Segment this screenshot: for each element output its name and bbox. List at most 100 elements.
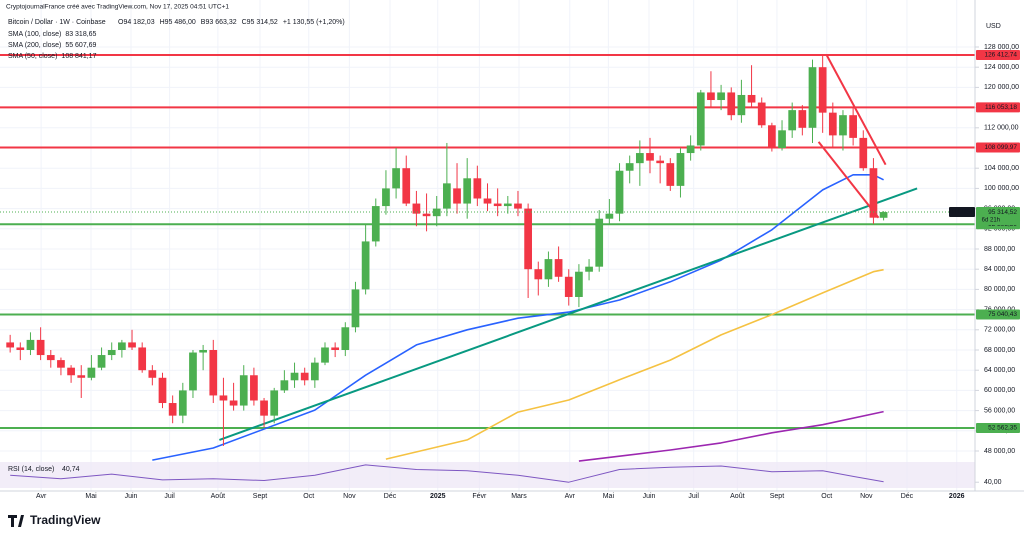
y-tick-label: 64 000,00 <box>984 367 1015 374</box>
candle-body <box>605 213 614 219</box>
candle-body <box>788 110 797 131</box>
y-tick-label: 100 000,00 <box>984 185 1019 192</box>
candle-body <box>341 327 350 350</box>
trend-line <box>817 141 880 219</box>
sma-line <box>385 268 884 460</box>
candle-body <box>575 271 583 297</box>
y-tick-label: 68 000,00 <box>984 347 1015 354</box>
level-tag <box>976 422 1020 433</box>
x-tick-label: Juin <box>643 493 656 500</box>
x-tick-label: Août <box>730 493 744 500</box>
y-tick-label: 56 000,00 <box>984 407 1015 414</box>
level-tag <box>976 142 1020 153</box>
trend-line <box>219 187 918 441</box>
rsi-background <box>0 462 975 488</box>
x-tick-label: 2025 <box>430 493 446 500</box>
level-label: 108 099,97 <box>984 144 1017 151</box>
y-tick-label: 60 000,00 <box>984 387 1015 394</box>
candle-body <box>310 362 319 381</box>
candle-body <box>402 168 411 204</box>
candle-body <box>778 130 786 148</box>
candle-body <box>625 163 634 171</box>
candle-body <box>717 92 725 101</box>
sma-line <box>152 174 884 461</box>
x-tick-label: Sept <box>253 493 267 500</box>
candle-body <box>737 94 746 116</box>
candle-body <box>747 94 756 103</box>
rsi-name: RSI (14, close) <box>8 466 54 473</box>
x-tick-label: Avr <box>36 493 47 500</box>
candle-body <box>768 125 776 148</box>
legend-name: SMA (100, close) <box>8 31 61 38</box>
y-tick-label: 120 000,00 <box>984 84 1019 91</box>
candle-body <box>392 168 400 189</box>
candle-body <box>189 352 197 391</box>
candle-body <box>361 241 370 290</box>
candle-body <box>635 153 644 164</box>
price-tag <box>976 207 1020 226</box>
y-tick-label: 104 000,00 <box>984 165 1019 172</box>
legend-name: SMA (50, close) <box>8 53 57 60</box>
candle-body <box>209 350 218 396</box>
candle-body <box>849 115 857 138</box>
candle-body <box>128 342 136 348</box>
price-label: 95 314,52 <box>988 209 1017 216</box>
candle-body <box>503 203 512 207</box>
x-tick-label: Nov <box>860 493 873 500</box>
level-label: 75 040,43 <box>988 311 1017 318</box>
candle-body <box>229 400 238 406</box>
candle-body <box>26 339 35 350</box>
candle-body <box>818 67 827 113</box>
ohlc-value: H95 486,00 <box>160 19 196 26</box>
candle-body <box>46 355 55 361</box>
symbol-tag <box>949 207 975 218</box>
x-tick-label: Juil <box>688 493 699 500</box>
candle-body <box>524 208 532 270</box>
candle-body <box>595 218 604 267</box>
x-tick-label: Mars <box>511 493 527 500</box>
y-tick-label: 80 000,00 <box>984 286 1015 293</box>
level-label: 116 053,18 <box>985 104 1017 111</box>
legend-value: 83 318,65 <box>65 31 96 38</box>
candle-body <box>859 137 868 169</box>
candle-body <box>239 375 248 406</box>
candle-body <box>412 203 421 214</box>
ohlc-value: C95 314,52 <box>242 19 278 26</box>
candle-body <box>382 188 390 207</box>
candle-body <box>77 375 86 378</box>
plot <box>0 54 975 462</box>
candle-body <box>118 342 126 350</box>
candle-body <box>453 188 461 204</box>
level-label: 52 562,35 <box>988 425 1017 432</box>
candle-body <box>138 347 147 371</box>
candle-body <box>869 168 878 218</box>
x-tick-label: Mai <box>85 493 97 500</box>
candle-body <box>646 153 654 161</box>
candle-body <box>473 178 482 199</box>
x-tick-label: 2026 <box>949 493 965 500</box>
candle-body <box>656 160 665 164</box>
countdown: 6d 21h <box>982 218 1000 224</box>
logo-icon <box>8 515 24 527</box>
candle-body <box>6 342 15 348</box>
x-tick-label: Août <box>211 493 225 500</box>
x-tick-label: Oct <box>303 493 314 500</box>
y-tick-label: 124 000,00 <box>984 64 1019 71</box>
watermark: CryptojournalFrance créé avec TradingVie… <box>6 4 229 11</box>
candle-body <box>97 355 106 368</box>
level-tag <box>976 50 1020 61</box>
candle-body <box>280 380 289 391</box>
candle-body <box>219 395 228 401</box>
candle-body <box>432 208 441 217</box>
y-tick-label: 88 000,00 <box>984 246 1015 253</box>
candle-body <box>493 203 502 207</box>
candle-body <box>707 92 715 101</box>
candle-body <box>422 213 431 217</box>
candle-body <box>290 372 299 381</box>
legend-value: 55 607,69 <box>65 42 96 49</box>
rsi-tick-label: 40,00 <box>984 479 1002 486</box>
candle-body <box>554 259 563 277</box>
rsi-line <box>10 464 884 483</box>
x-tick-label: Févr <box>472 493 487 500</box>
candle-body <box>483 198 492 204</box>
